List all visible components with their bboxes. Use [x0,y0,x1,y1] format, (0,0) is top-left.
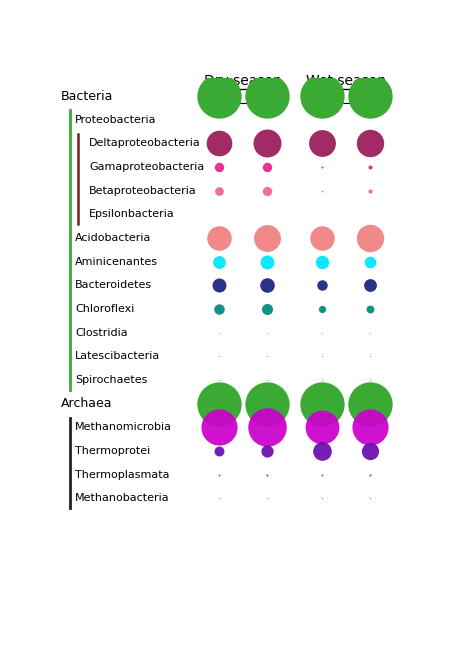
Text: Gamaproteobacteria: Gamaproteobacteria [89,162,204,172]
Point [263,91,271,101]
Point [318,446,326,456]
Point [318,91,326,101]
Point [318,375,326,385]
Text: Proteobacteria: Proteobacteria [75,114,156,125]
Point [366,328,374,338]
Point [318,233,326,243]
Point [318,328,326,338]
Text: Spirochaetes: Spirochaetes [75,375,147,385]
Point [263,328,271,338]
Text: Aminicenantes: Aminicenantes [75,257,158,267]
Point [215,209,223,220]
Text: Acidobacteria: Acidobacteria [75,233,151,243]
Text: Clostridia: Clostridia [75,328,128,337]
Text: Betaproteobacteria: Betaproteobacteria [89,186,197,196]
Text: S02-nv: S02-nv [350,92,389,102]
Point [366,446,374,456]
Point [318,138,326,148]
Point [263,446,271,456]
Point [366,398,374,409]
Point [366,351,374,362]
Point [263,233,271,243]
Point [215,493,223,504]
Text: Deltaproteobacteria: Deltaproteobacteria [89,139,201,148]
Text: Epsilonbacteria: Epsilonbacteria [89,209,175,220]
Point [366,280,374,290]
Point [366,304,374,315]
Text: Methanomicrobia: Methanomicrobia [75,422,172,432]
Point [318,280,326,290]
Text: S01-ag: S01-ag [200,92,238,102]
Point [366,91,374,101]
Point [215,304,223,315]
Point [263,470,271,480]
Point [366,138,374,148]
Point [318,351,326,362]
Point [215,138,223,148]
Text: S01-nv: S01-nv [302,92,341,102]
Point [366,256,374,267]
Point [215,91,223,101]
Text: Archaea: Archaea [61,397,113,410]
Point [263,398,271,409]
Point [263,186,271,196]
Point [318,422,326,433]
Point [318,398,326,409]
Point [215,470,223,480]
Point [215,233,223,243]
Point [263,422,271,433]
Point [366,162,374,173]
Point [263,162,271,173]
Point [263,493,271,504]
Point [215,446,223,456]
Text: Latescibacteria: Latescibacteria [75,351,160,362]
Point [318,162,326,173]
Point [318,493,326,504]
Text: Chloroflexi: Chloroflexi [75,304,135,314]
Text: Dry season: Dry season [204,73,282,88]
Text: Wet season: Wet season [306,73,386,88]
Point [263,375,271,385]
Point [366,470,374,480]
Point [263,280,271,290]
Point [215,375,223,385]
Point [215,162,223,173]
Point [318,470,326,480]
Point [318,186,326,196]
Point [263,351,271,362]
Point [366,493,374,504]
Point [263,256,271,267]
Point [215,328,223,338]
Point [318,256,326,267]
Point [215,422,223,433]
Point [263,209,271,220]
Point [215,186,223,196]
Point [366,422,374,433]
Point [215,398,223,409]
Point [215,280,223,290]
Text: Bacteroidetes: Bacteroidetes [75,281,152,290]
Point [263,138,271,148]
Text: Thermoplasmata: Thermoplasmata [75,470,170,480]
Text: Thermoprotei: Thermoprotei [75,446,150,456]
Text: Methanobacteria: Methanobacteria [75,494,170,504]
Point [366,233,374,243]
Text: S02-ag: S02-ag [247,92,286,102]
Point [366,375,374,385]
Point [366,186,374,196]
Point [215,351,223,362]
Point [318,304,326,315]
Point [215,256,223,267]
Text: Bacteria: Bacteria [61,90,113,103]
Point [263,304,271,315]
